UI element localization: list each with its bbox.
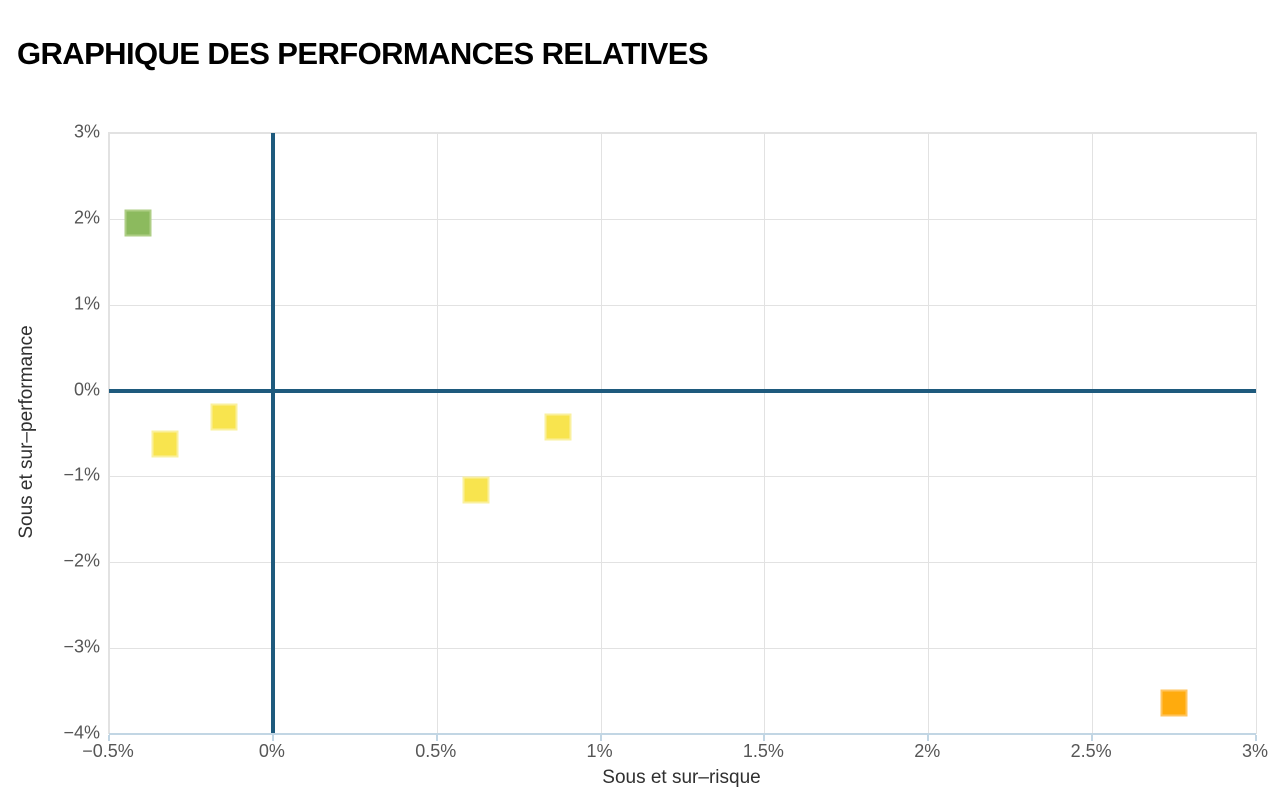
y-tick-label: −3% — [63, 636, 100, 657]
data-point-green[interactable] — [124, 209, 152, 237]
x-axis-tick — [763, 735, 766, 741]
x-axis-tick — [108, 735, 110, 741]
x-axis-tick — [927, 735, 930, 741]
data-point-yellow[interactable] — [210, 403, 238, 431]
vertical-gridline — [1256, 133, 1257, 734]
vertical-gridline — [436, 133, 438, 734]
y-zero-reference-line — [109, 388, 1256, 393]
chart-title: GRAPHIQUE DES PERFORMANCES RELATIVES — [17, 36, 709, 71]
vertical-gridline — [600, 133, 602, 734]
data-point-yellow[interactable] — [462, 476, 490, 504]
x-axis-tick — [435, 735, 438, 741]
vertical-gridline — [928, 133, 930, 734]
horizontal-gridline — [109, 648, 1256, 650]
x-tick-label: 3% — [1241, 741, 1269, 761]
vertical-gridline — [1092, 133, 1094, 734]
x-axis-title: Sous et sur–risque — [602, 767, 761, 788]
x-tick-label: 0% — [258, 741, 285, 761]
y-tick-label: −1% — [63, 464, 100, 485]
x-axis-tick — [1091, 735, 1094, 741]
vertical-gridline — [764, 133, 766, 734]
horizontal-gridline — [109, 218, 1256, 220]
x-axis-tick — [271, 735, 274, 741]
vertical-gridline — [109, 133, 110, 734]
horizontal-gridline — [109, 476, 1256, 478]
x-tick-label: 0.5% — [415, 741, 457, 761]
x-tick-label: 1% — [586, 741, 613, 761]
x-axis-tick — [599, 735, 602, 741]
x-axis-tick — [1255, 735, 1257, 741]
horizontal-gridline — [109, 562, 1256, 564]
y-tick-label: 3% — [73, 121, 100, 142]
y-axis-title: Sous et sur–performance — [16, 325, 37, 539]
y-tick-label: −2% — [63, 550, 100, 571]
x-axis-line — [109, 733, 1256, 735]
x-tick-label: 2% — [914, 741, 941, 761]
horizontal-gridline — [109, 304, 1256, 306]
data-point-yellow[interactable] — [151, 430, 179, 458]
y-tick-label: −4% — [63, 722, 100, 743]
x-zero-reference-line — [270, 133, 275, 734]
data-point-yellow[interactable] — [544, 413, 572, 441]
data-point-orange[interactable] — [1160, 689, 1188, 717]
x-tick-label: 2.5% — [1070, 741, 1112, 761]
y-tick-label: 2% — [73, 207, 100, 228]
x-tick-label: −0.5% — [82, 741, 134, 761]
x-tick-label: 1.5% — [742, 741, 784, 761]
y-tick-label: 1% — [73, 293, 100, 314]
y-tick-label: 0% — [73, 379, 100, 400]
horizontal-gridline — [109, 133, 1256, 134]
plot-area — [108, 132, 1257, 741]
